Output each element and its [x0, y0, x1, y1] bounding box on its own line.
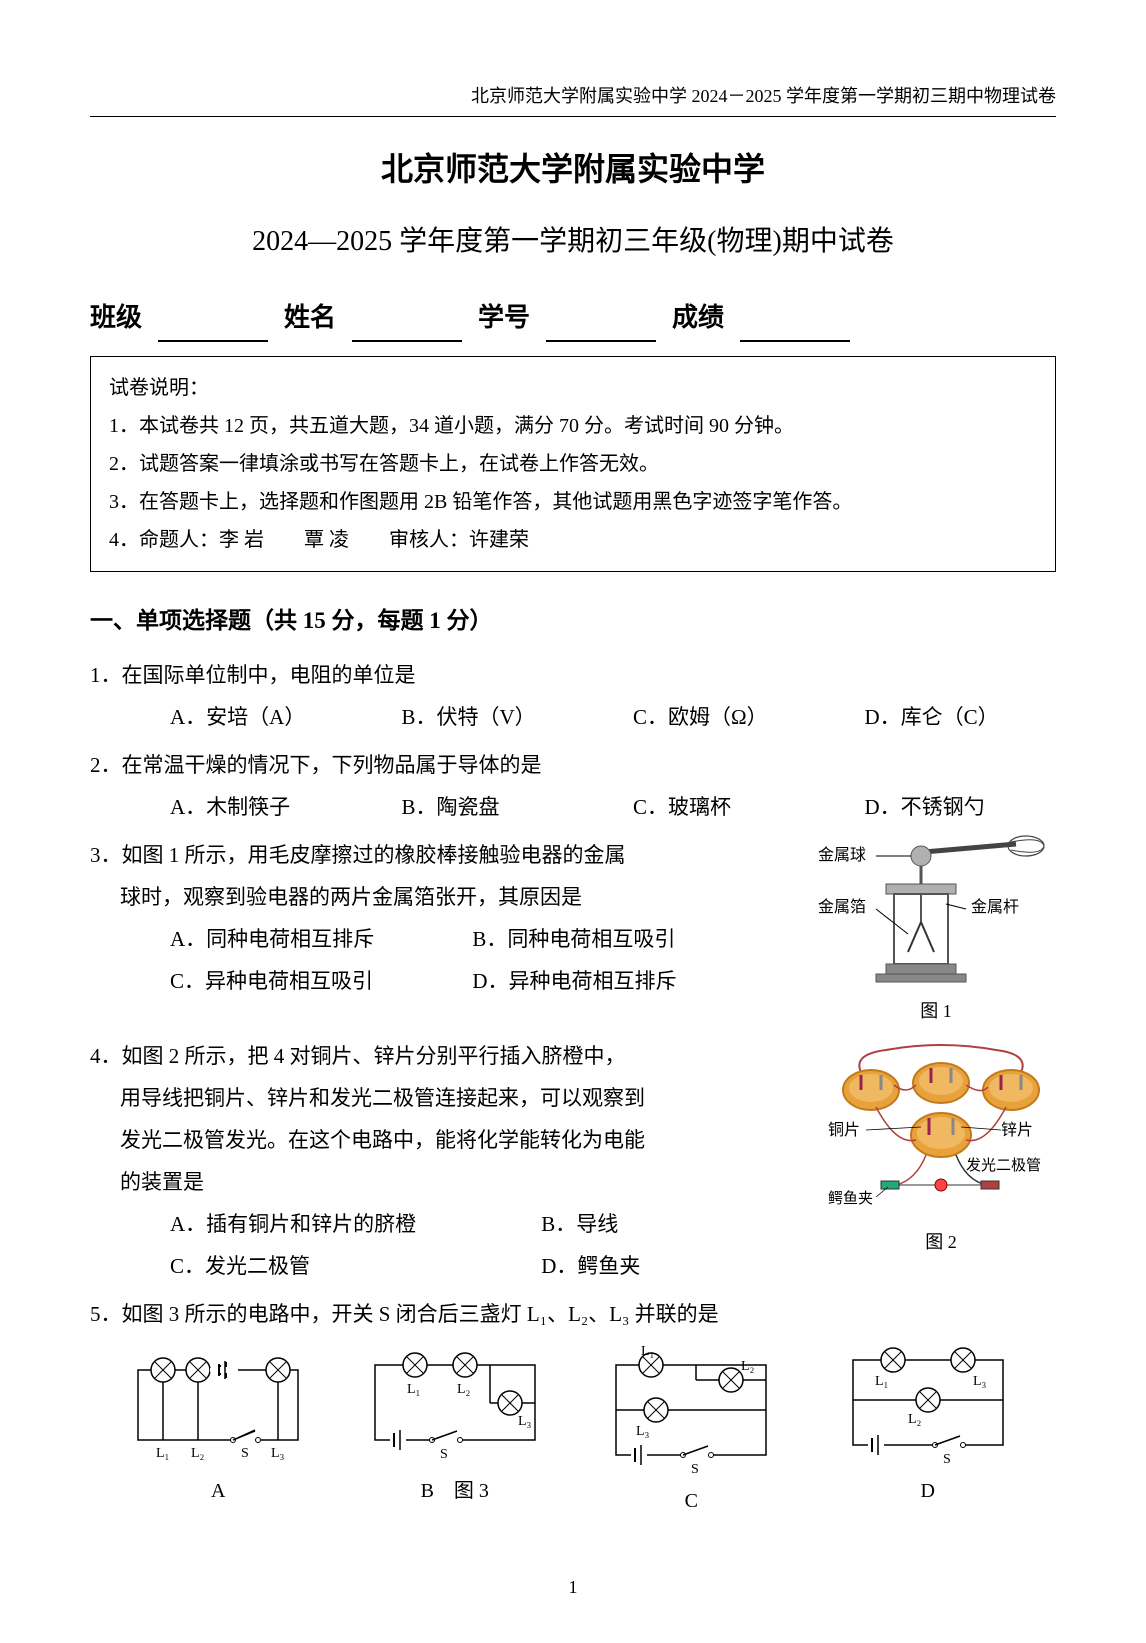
circuit-a-label: A [123, 1471, 313, 1511]
blank-id[interactable] [546, 295, 656, 342]
svg-text:S: S [943, 1452, 951, 1465]
circuit-c-label: C [596, 1481, 786, 1521]
q1-opt-c: C．欧姆（Ω） [633, 696, 825, 738]
question-2: 2．在常温干燥的情况下，下列物品属于导体的是 A．木制筷子 B．陶瓷盘 C．玻璃… [90, 744, 1056, 828]
instruction-line: 4．命题人：李 岩 覃 凌 审核人：许建荣 [109, 521, 1037, 559]
svg-text:金属杆: 金属杆 [971, 898, 1019, 916]
svg-text:铜片: 铜片 [828, 1121, 860, 1139]
svg-text:S: S [440, 1447, 448, 1462]
svg-text:L₁: L₁ [641, 1345, 654, 1359]
q4-stem-line: 的装置是 [90, 1161, 810, 1203]
blank-class[interactable] [158, 295, 268, 342]
student-info-row: 班级 姓名 学号 成绩 [90, 295, 1056, 342]
svg-text:L₂: L₂ [457, 1382, 471, 1397]
q4-stem-line: 用导线把铜片、锌片和发光二极管连接起来，可以观察到 [90, 1077, 810, 1119]
svg-text:锌片: 锌片 [1001, 1121, 1033, 1139]
q2-opt-c: C．玻璃杯 [633, 786, 825, 828]
svg-text:金属球: 金属球 [818, 846, 866, 864]
q4-stem-line: 4．如图 2 所示，把 4 对铜片、锌片分别平行插入脐橙中， [90, 1035, 810, 1077]
q2-opt-d: D．不锈钢勺 [865, 786, 1057, 828]
question-1: 1．在国际单位制中，电阻的单位是 A．安培（A） B．伏特（V） C．欧姆（Ω）… [90, 654, 1056, 738]
instruction-line: 1．本试卷共 12 页，共五道大题，34 道小题，满分 70 分。考试时间 90… [109, 407, 1037, 445]
page-number: 1 [90, 1571, 1056, 1603]
figure-3-row: L₁ L₂ L₃ S A [90, 1345, 1056, 1521]
instructions-title: 试卷说明： [109, 369, 1037, 407]
q3-stem-line: 3．如图 1 所示，用毛皮摩擦过的橡胶棒接触验电器的金属 [90, 834, 800, 876]
svg-text:L₂: L₂ [908, 1412, 922, 1427]
svg-text:L₁: L₁ [156, 1446, 169, 1461]
label-class: 班级 [90, 295, 142, 342]
q1-opt-d: D．库仑（C） [865, 696, 1057, 738]
q1-stem: 1．在国际单位制中，电阻的单位是 [90, 654, 1056, 696]
figure-1: 金属球 金属箔 金属杆 图 1 [816, 834, 1056, 1029]
svg-text:L₂: L₂ [191, 1446, 205, 1461]
figure-2: 铜片 锌片 发光二极管 鳄鱼夹 图 2 [826, 1035, 1056, 1287]
q4-opt-d: D．鳄鱼夹 [541, 1245, 797, 1287]
q1-opt-b: B．伏特（V） [402, 696, 594, 738]
circuit-a: L₁ L₂ L₃ S A [123, 1345, 313, 1521]
figure-3-caption: 图 3 [454, 1480, 489, 1502]
label-score: 成绩 [672, 295, 724, 342]
q2-stem: 2．在常温干燥的情况下，下列物品属于导体的是 [90, 744, 1056, 786]
q3-opt-d: D．异种电荷相互排斥 [472, 960, 774, 1002]
blank-score[interactable] [740, 295, 850, 342]
question-3: 3．如图 1 所示，用毛皮摩擦过的橡胶棒接触验电器的金属 球时，观察到验电器的两… [90, 834, 1056, 1029]
q2-opt-b: B．陶瓷盘 [402, 786, 594, 828]
instruction-line: 3．在答题卡上，选择题和作图题用 2B 铅笔作答，其他试题用黑色字迹签字笔作答。 [109, 483, 1037, 521]
section-1-title: 一、单项选择题（共 15 分，每题 1 分） [90, 600, 1056, 641]
q2-opt-a: A．木制筷子 [170, 786, 362, 828]
svg-text:S: S [241, 1446, 249, 1461]
circuit-b-label: B [421, 1480, 434, 1502]
svg-text:L₂: L₂ [741, 1359, 755, 1374]
q4-stem-line: 发光二极管发光。在这个电路中，能将化学能转化为电能 [90, 1119, 810, 1161]
question-5: 5．如图 3 所示的电路中，开关 S 闭合后三盏灯 L₁、L₂、L₃ 并联的是 [90, 1293, 1056, 1521]
circuit-c: L₁ L₂ L₃ S C [596, 1345, 786, 1521]
exam-title: 2024—2025 学年度第一学期初三年级(物理)期中试卷 [90, 217, 1056, 267]
q3-stem-line: 球时，观察到验电器的两片金属箔张开，其原因是 [90, 876, 800, 918]
svg-text:发光二极管: 发光二极管 [966, 1157, 1041, 1174]
figure-2-caption: 图 2 [826, 1224, 1056, 1260]
instructions-box: 试卷说明： 1．本试卷共 12 页，共五道大题，34 道小题，满分 70 分。考… [90, 356, 1056, 572]
running-header: 北京师范大学附属实验中学 2024－2025 学年度第一学期初三期中物理试卷 [90, 80, 1056, 117]
q5-stem: 5．如图 3 所示的电路中，开关 S 闭合后三盏灯 L₁、L₂、L₃ 并联的是 [90, 1293, 1056, 1335]
q4-opt-b: B．导线 [541, 1203, 797, 1245]
q4-opt-a: A．插有铜片和锌片的脐橙 [170, 1203, 541, 1245]
q3-opt-b: B．同种电荷相互吸引 [472, 918, 774, 960]
svg-text:S: S [691, 1462, 699, 1475]
label-id: 学号 [478, 295, 530, 342]
circuit-b: L₁ L₂ L₃ S B 图 3 [360, 1345, 550, 1521]
q3-opt-c: C．异种电荷相互吸引 [170, 960, 472, 1002]
blank-name[interactable] [352, 295, 462, 342]
q1-opt-a: A．安培（A） [170, 696, 362, 738]
q4-opt-c: C．发光二极管 [170, 1245, 541, 1287]
circuit-d: L₁ L₃ L₂ S D [833, 1345, 1023, 1521]
svg-text:L₁: L₁ [875, 1374, 888, 1389]
question-4: 4．如图 2 所示，把 4 对铜片、锌片分别平行插入脐橙中， 用导线把铜片、锌片… [90, 1035, 1056, 1287]
svg-text:鳄鱼夹: 鳄鱼夹 [828, 1189, 873, 1207]
figure-1-caption: 图 1 [816, 993, 1056, 1029]
svg-text:金属箔: 金属箔 [818, 898, 866, 916]
school-title: 北京师范大学附属实验中学 [90, 141, 1056, 199]
instruction-line: 2．试题答案一律填涂或书写在答题卡上，在试卷上作答无效。 [109, 445, 1037, 483]
svg-text:L₃: L₃ [636, 1424, 650, 1439]
svg-text:L₃: L₃ [271, 1446, 285, 1461]
svg-text:L₃: L₃ [973, 1374, 987, 1389]
svg-text:L₃: L₃ [518, 1414, 532, 1429]
label-name: 姓名 [284, 295, 336, 342]
q3-opt-a: A．同种电荷相互排斥 [170, 918, 472, 960]
circuit-d-label: D [833, 1471, 1023, 1511]
svg-text:L₁: L₁ [407, 1382, 420, 1397]
